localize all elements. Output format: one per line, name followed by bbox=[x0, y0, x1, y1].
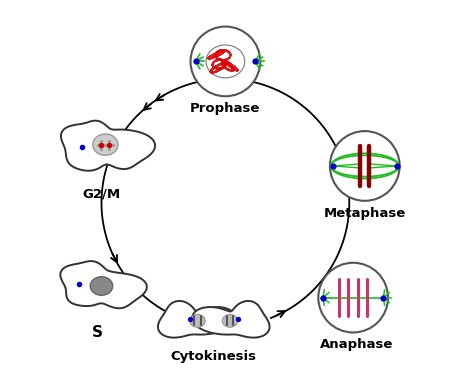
Text: Metaphase: Metaphase bbox=[324, 207, 406, 220]
Circle shape bbox=[319, 263, 388, 332]
Ellipse shape bbox=[222, 314, 238, 327]
Polygon shape bbox=[61, 121, 155, 171]
Ellipse shape bbox=[90, 277, 113, 295]
Polygon shape bbox=[60, 261, 147, 308]
Circle shape bbox=[191, 27, 260, 96]
Text: Prophase: Prophase bbox=[190, 102, 261, 115]
Polygon shape bbox=[158, 301, 235, 338]
Text: S: S bbox=[92, 325, 103, 340]
Text: Anaphase: Anaphase bbox=[320, 338, 394, 351]
Ellipse shape bbox=[93, 134, 118, 155]
Circle shape bbox=[330, 131, 400, 201]
Polygon shape bbox=[192, 301, 270, 338]
Text: G2/M: G2/M bbox=[82, 187, 120, 200]
Text: Cytokinesis: Cytokinesis bbox=[171, 350, 257, 363]
Ellipse shape bbox=[190, 314, 205, 327]
